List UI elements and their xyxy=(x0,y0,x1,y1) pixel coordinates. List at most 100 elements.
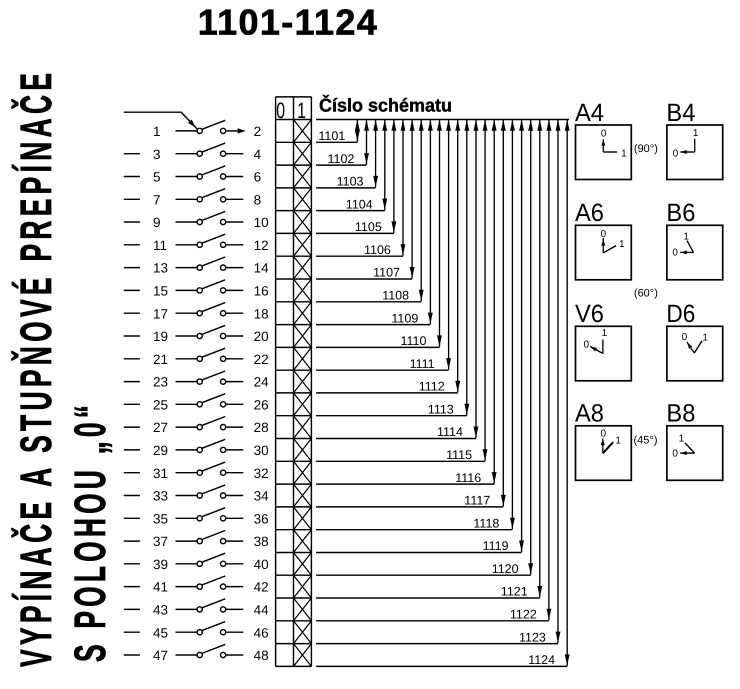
svg-text:1103: 1103 xyxy=(337,175,364,189)
svg-text:1117: 1117 xyxy=(464,494,490,508)
svg-text:1115: 1115 xyxy=(446,448,472,462)
svg-text:18: 18 xyxy=(254,306,269,321)
svg-text:20: 20 xyxy=(254,329,269,344)
svg-text:34: 34 xyxy=(254,489,270,504)
svg-text:0: 0 xyxy=(673,149,679,160)
svg-text:A6: A6 xyxy=(575,199,604,227)
svg-text:29: 29 xyxy=(153,443,168,458)
svg-text:46: 46 xyxy=(254,625,269,640)
svg-text:31: 31 xyxy=(153,466,168,481)
svg-text:0: 0 xyxy=(672,248,678,259)
svg-text:32: 32 xyxy=(254,466,269,481)
svg-text:42: 42 xyxy=(254,580,269,595)
svg-text:1120: 1120 xyxy=(492,562,519,576)
svg-text:22: 22 xyxy=(254,352,269,367)
svg-text:1: 1 xyxy=(615,435,621,446)
svg-text:1108: 1108 xyxy=(382,289,409,303)
svg-text:21: 21 xyxy=(153,352,168,367)
svg-text:38: 38 xyxy=(254,534,269,549)
svg-text:A4: A4 xyxy=(575,99,604,127)
svg-text:D6: D6 xyxy=(666,300,695,328)
svg-text:1102: 1102 xyxy=(328,152,355,166)
svg-text:1: 1 xyxy=(621,149,627,160)
svg-text:14: 14 xyxy=(254,261,270,276)
svg-text:7: 7 xyxy=(153,192,161,207)
svg-text:1112: 1112 xyxy=(419,380,445,394)
svg-text:36: 36 xyxy=(254,511,269,526)
svg-text:1106: 1106 xyxy=(364,243,391,257)
svg-text:V6: V6 xyxy=(575,300,604,328)
svg-text:1: 1 xyxy=(683,231,689,242)
svg-text:0: 0 xyxy=(601,129,607,140)
svg-text:24: 24 xyxy=(254,375,270,390)
svg-text:1122: 1122 xyxy=(510,608,537,622)
svg-text:0: 0 xyxy=(584,339,590,350)
svg-text:1119: 1119 xyxy=(483,539,509,553)
svg-text:19: 19 xyxy=(153,329,168,344)
svg-text:1: 1 xyxy=(602,328,608,339)
svg-text:30: 30 xyxy=(254,443,269,458)
svg-text:9: 9 xyxy=(153,215,161,230)
svg-text:0: 0 xyxy=(601,229,607,240)
svg-text:12: 12 xyxy=(254,238,269,253)
svg-text:44: 44 xyxy=(254,603,270,618)
svg-text:43: 43 xyxy=(153,603,168,618)
svg-text:16: 16 xyxy=(254,284,269,299)
svg-text:A8: A8 xyxy=(575,400,604,428)
svg-text:40: 40 xyxy=(254,557,269,572)
svg-text:47: 47 xyxy=(153,648,168,663)
svg-text:2: 2 xyxy=(254,124,262,139)
svg-text:0: 0 xyxy=(682,332,688,343)
svg-text:1123: 1123 xyxy=(519,630,546,644)
svg-text:VYPÍNAČE A STUPŇOVÉ PREPÍNAČE: VYPÍNAČE A STUPŇOVÉ PREPÍNAČE xyxy=(11,73,61,667)
svg-text:1118: 1118 xyxy=(473,516,499,530)
svg-text:1121: 1121 xyxy=(501,585,528,599)
svg-text:1114: 1114 xyxy=(437,425,463,439)
svg-text:1: 1 xyxy=(153,124,161,139)
svg-text:B6: B6 xyxy=(666,199,695,227)
svg-text:1104: 1104 xyxy=(346,197,373,211)
svg-text:B8: B8 xyxy=(666,400,695,428)
svg-text:39: 39 xyxy=(153,557,168,572)
svg-text:(60°): (60°) xyxy=(634,287,658,299)
svg-text:28: 28 xyxy=(254,420,269,435)
svg-text:3: 3 xyxy=(153,147,161,162)
svg-text:1109: 1109 xyxy=(391,311,418,325)
svg-text:Číslo schématu: Číslo schématu xyxy=(319,95,452,116)
svg-text:0: 0 xyxy=(276,98,285,123)
svg-text:33: 33 xyxy=(153,489,168,504)
svg-text:23: 23 xyxy=(153,375,168,390)
svg-text:0: 0 xyxy=(672,448,678,459)
svg-text:15: 15 xyxy=(153,284,168,299)
svg-text:6: 6 xyxy=(254,170,262,185)
svg-text:S POLOHOU „0“: S POLOHOU „0“ xyxy=(66,405,115,662)
svg-text:26: 26 xyxy=(254,397,269,412)
svg-text:1111: 1111 xyxy=(410,357,435,371)
svg-text:25: 25 xyxy=(153,397,168,412)
svg-text:13: 13 xyxy=(153,261,168,276)
svg-text:35: 35 xyxy=(153,511,168,526)
svg-text:5: 5 xyxy=(153,170,161,185)
svg-text:1: 1 xyxy=(679,434,685,445)
svg-text:(45°): (45°) xyxy=(634,435,658,447)
svg-text:0: 0 xyxy=(601,429,607,440)
svg-text:1105: 1105 xyxy=(355,220,382,234)
svg-text:4: 4 xyxy=(254,147,262,162)
svg-text:1124: 1124 xyxy=(528,653,555,667)
svg-text:1113: 1113 xyxy=(428,402,454,416)
svg-text:8: 8 xyxy=(254,192,262,207)
svg-text:37: 37 xyxy=(153,534,168,549)
svg-text:1110: 1110 xyxy=(401,334,427,348)
svg-text:1101: 1101 xyxy=(318,129,345,143)
svg-text:1: 1 xyxy=(619,239,625,250)
svg-text:1107: 1107 xyxy=(373,266,400,280)
svg-text:1: 1 xyxy=(693,128,699,139)
svg-text:1116: 1116 xyxy=(455,471,481,485)
svg-text:1: 1 xyxy=(297,98,306,123)
svg-text:27: 27 xyxy=(153,420,168,435)
svg-text:(90°): (90°) xyxy=(634,143,658,155)
svg-text:41: 41 xyxy=(153,580,168,595)
svg-text:1101-1124: 1101-1124 xyxy=(198,1,378,42)
svg-text:11: 11 xyxy=(153,238,167,253)
svg-text:17: 17 xyxy=(153,306,168,321)
